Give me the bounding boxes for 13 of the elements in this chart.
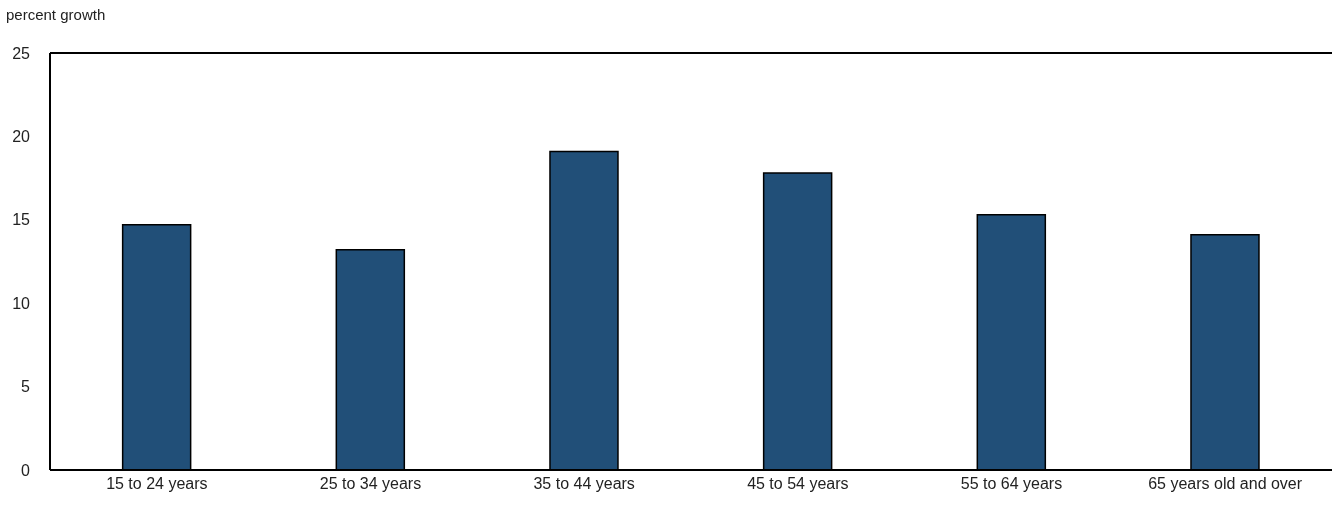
- y-tick-label: 10: [12, 294, 31, 312]
- y-tick-label: 0: [21, 461, 31, 479]
- y-tick-label: 15: [12, 211, 31, 229]
- x-tick-label: 25 to 34 years: [319, 475, 422, 493]
- y-tick-label: 5: [21, 378, 31, 396]
- x-tick-label: 55 to 64 years: [960, 475, 1063, 493]
- y-tick-label: 25: [12, 44, 31, 62]
- y-axis-title: percent growth: [6, 6, 106, 23]
- x-tick-label: 35 to 44 years: [533, 475, 635, 493]
- x-tick-label: 65 years old and over: [1148, 475, 1303, 493]
- x-tick-label: 15 to 24 years: [106, 475, 208, 493]
- y-tick-label: 20: [12, 128, 31, 146]
- x-tick-label: 45 to 54 years: [747, 475, 849, 493]
